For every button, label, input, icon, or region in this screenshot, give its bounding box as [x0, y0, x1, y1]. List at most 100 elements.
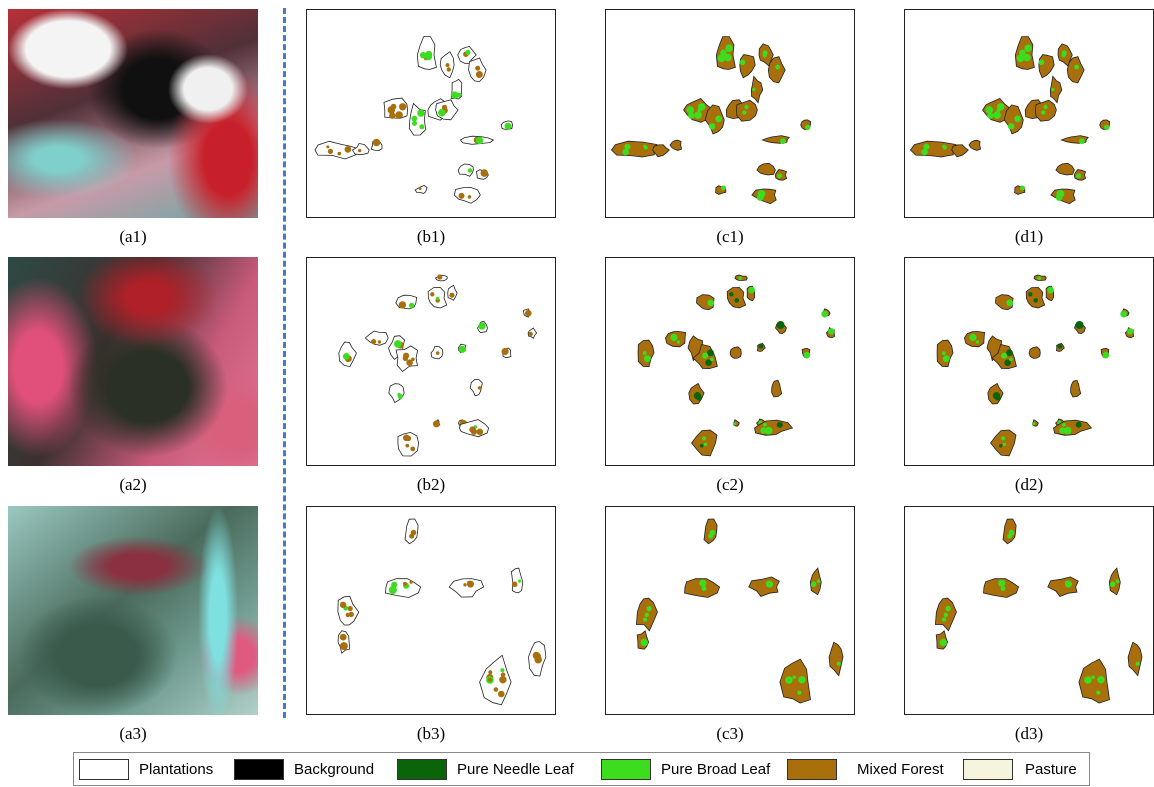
class-patch: [670, 334, 677, 341]
map-canvas: [307, 507, 554, 713]
legend-label: Background: [294, 761, 374, 778]
class-patch: [457, 93, 461, 97]
class-patch: [405, 444, 409, 448]
class-patch: [921, 149, 928, 156]
class-patch: [501, 672, 506, 677]
class-patch: [478, 386, 482, 390]
class-patch: [1041, 110, 1045, 114]
class-patch: [724, 54, 732, 62]
class-patch: [702, 436, 706, 440]
class-patch: [328, 149, 333, 154]
class-patch: [1076, 321, 1084, 329]
plantation-polygon: [952, 145, 969, 157]
class-patch: [518, 580, 521, 583]
class-patch: [817, 579, 821, 583]
class-patch: [410, 447, 415, 452]
plantation-polygon: [772, 380, 782, 397]
plantation-polygon: [449, 579, 483, 598]
map-canvas: [905, 507, 1152, 713]
class-patch: [1001, 436, 1005, 440]
class-patch: [1009, 530, 1015, 536]
class-patch: [775, 65, 780, 70]
plantation-polygon: [730, 347, 741, 359]
class-patch: [644, 355, 651, 362]
class-patch: [488, 670, 492, 674]
class-patch: [326, 145, 329, 148]
class-patch: [752, 88, 756, 92]
class-patch: [438, 109, 446, 117]
class-patch: [729, 292, 733, 296]
plantation-polygon: [1048, 577, 1079, 597]
class-patch: [433, 420, 440, 427]
plantation-polygon: [389, 384, 404, 403]
class-patch: [700, 444, 704, 448]
class-patch: [942, 617, 946, 621]
panel-caption: (a3): [8, 724, 258, 744]
class-patch: [477, 429, 484, 436]
classification-map: [605, 9, 855, 218]
plantation-polygon: [1026, 288, 1045, 309]
legend-label: Plantations: [139, 761, 213, 778]
class-patch: [733, 422, 736, 425]
panel-caption: (d3): [904, 724, 1154, 744]
map-canvas: [905, 10, 1152, 216]
class-patch: [622, 149, 629, 156]
class-patch: [340, 642, 348, 650]
class-patch: [1096, 691, 1100, 695]
class-patch: [704, 443, 707, 446]
class-patch: [1020, 186, 1025, 191]
classification-map: [605, 506, 855, 715]
class-patch: [446, 63, 450, 67]
class-patch: [529, 332, 533, 336]
panel-caption: (b1): [306, 227, 556, 247]
plantation-polygon: [612, 141, 658, 157]
class-patch: [986, 106, 994, 114]
class-patch: [411, 358, 415, 362]
plantation-polygon: [1079, 659, 1110, 703]
class-patch: [993, 392, 1000, 399]
class-patch: [459, 193, 465, 199]
class-patch: [417, 109, 424, 116]
class-patch: [1104, 125, 1109, 130]
class-patch: [1051, 88, 1055, 92]
legend-label: Pure Broad Leaf: [661, 761, 770, 778]
class-patch: [759, 344, 764, 349]
plantation-polygon: [749, 577, 780, 597]
class-patch: [998, 580, 1005, 587]
class-patch: [1064, 427, 1072, 435]
class-patch: [797, 691, 801, 695]
class-patch: [1001, 353, 1007, 359]
class-patch: [765, 427, 773, 435]
plantation-polygon: [737, 100, 758, 121]
class-patch: [1033, 298, 1038, 303]
panel-caption: (c2): [605, 475, 855, 495]
class-patch: [373, 139, 381, 147]
class-patch: [1076, 173, 1081, 178]
class-patch: [343, 353, 350, 360]
class-patch: [763, 53, 767, 57]
class-patch: [715, 116, 722, 123]
class-patch: [1009, 358, 1013, 362]
legend-swatch: [963, 759, 1013, 780]
class-patch: [340, 634, 347, 641]
classification-map: [904, 257, 1154, 466]
class-patch: [430, 292, 434, 296]
class-patch: [425, 53, 433, 61]
figure: PlantationsBackgroundPure Needle LeafPur…: [0, 0, 1154, 787]
legend-swatch: [234, 759, 284, 780]
class-patch: [465, 50, 470, 55]
class-patch: [940, 639, 948, 647]
class-patch: [645, 613, 649, 617]
class-patch: [698, 103, 705, 110]
class-patch: [702, 586, 707, 591]
plantation-polygon: [670, 140, 682, 150]
class-patch: [349, 612, 354, 617]
class-patch: [1116, 579, 1120, 583]
class-patch: [1097, 676, 1104, 683]
classification-map: [306, 9, 556, 218]
class-patch: [923, 144, 929, 150]
class-patch: [707, 299, 714, 306]
class-patch: [837, 662, 841, 666]
class-patch: [398, 394, 403, 399]
